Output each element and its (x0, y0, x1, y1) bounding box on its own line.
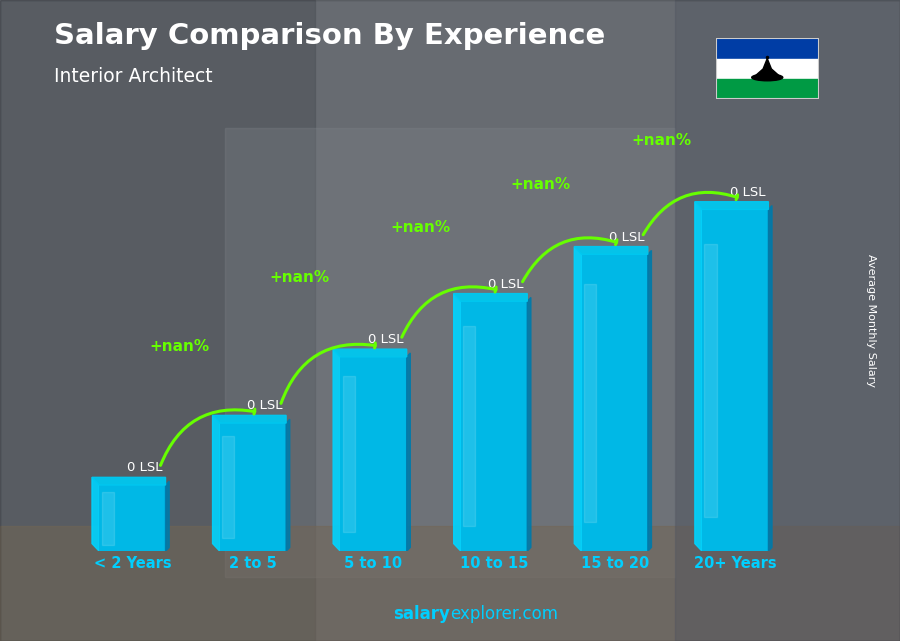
Polygon shape (584, 284, 596, 522)
Bar (716, 59, 819, 79)
Polygon shape (527, 297, 531, 551)
Polygon shape (286, 419, 290, 551)
Text: salary: salary (393, 605, 450, 623)
Polygon shape (454, 294, 461, 551)
Text: +nan%: +nan% (631, 133, 691, 149)
Text: Salary Comparison By Experience: Salary Comparison By Experience (54, 22, 605, 51)
Text: 0 LSL: 0 LSL (127, 462, 162, 474)
Polygon shape (574, 247, 648, 254)
Polygon shape (695, 202, 702, 551)
Polygon shape (92, 478, 166, 485)
Polygon shape (333, 349, 407, 357)
Bar (0, 526, 900, 641)
Polygon shape (769, 206, 772, 551)
Polygon shape (695, 202, 769, 210)
Text: +nan%: +nan% (511, 178, 571, 192)
Bar (0, 0, 315, 641)
Text: 0 LSL: 0 LSL (730, 186, 765, 199)
Text: Average Monthly Salary: Average Monthly Salary (866, 254, 877, 387)
Polygon shape (222, 436, 234, 538)
Polygon shape (92, 478, 99, 551)
Text: 0 LSL: 0 LSL (248, 399, 283, 412)
Text: +nan%: +nan% (270, 271, 329, 285)
Polygon shape (343, 376, 355, 532)
FancyBboxPatch shape (220, 423, 286, 551)
Polygon shape (648, 251, 652, 551)
FancyBboxPatch shape (581, 254, 648, 551)
Polygon shape (333, 349, 340, 551)
Text: Interior Architect: Interior Architect (54, 67, 212, 87)
Polygon shape (753, 58, 781, 78)
Polygon shape (102, 492, 113, 545)
FancyBboxPatch shape (461, 301, 527, 551)
Polygon shape (212, 415, 286, 423)
Polygon shape (464, 326, 475, 526)
Text: explorer.com: explorer.com (450, 605, 558, 623)
Polygon shape (574, 247, 581, 551)
FancyBboxPatch shape (702, 210, 769, 551)
FancyBboxPatch shape (99, 485, 166, 551)
Polygon shape (407, 353, 410, 551)
Ellipse shape (752, 74, 783, 81)
Bar (675, 0, 900, 641)
Polygon shape (166, 481, 169, 551)
Text: 0 LSL: 0 LSL (609, 231, 644, 244)
Polygon shape (705, 244, 716, 517)
Text: 0 LSL: 0 LSL (368, 333, 403, 346)
Polygon shape (454, 294, 527, 301)
Text: +nan%: +nan% (149, 338, 209, 354)
Text: +nan%: +nan% (391, 220, 450, 235)
FancyBboxPatch shape (340, 357, 407, 551)
Polygon shape (212, 415, 220, 551)
Bar (225, 128, 675, 577)
Bar (716, 38, 819, 59)
Bar (716, 79, 819, 99)
Text: 0 LSL: 0 LSL (489, 278, 524, 290)
